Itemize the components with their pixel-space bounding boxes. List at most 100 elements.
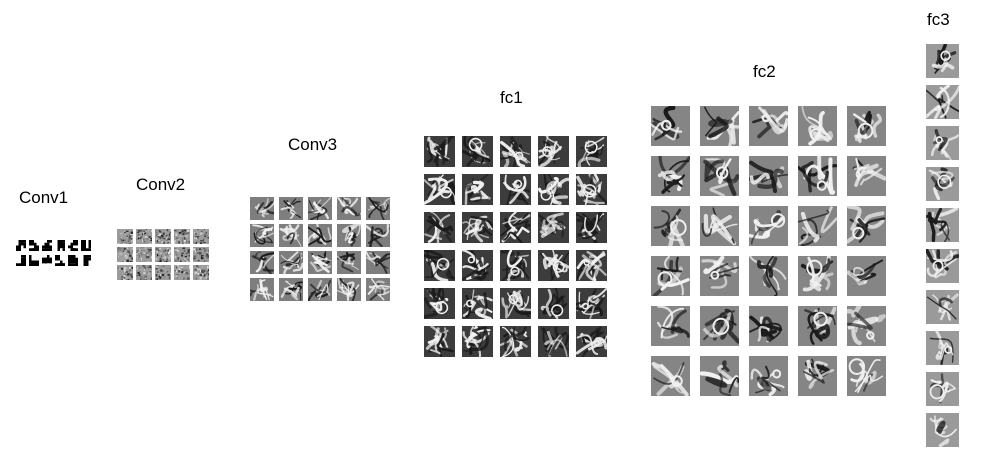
fc2-feature-tile	[749, 106, 788, 146]
fc3-feature-tile	[926, 372, 959, 406]
conv2-feature-tile	[174, 247, 190, 262]
conv1-feature-tile	[16, 255, 26, 266]
fc2-feature-tile	[700, 106, 739, 146]
conv3-feature-tile	[279, 197, 303, 220]
fc1-feature-tile	[424, 288, 455, 319]
conv2-feature-tile	[174, 229, 190, 244]
fc1-feature-tile	[462, 212, 493, 243]
conv1-feature-tile	[68, 255, 78, 266]
conv3-feature-tile	[308, 251, 332, 274]
fc1-feature-tile	[538, 136, 569, 167]
fc2-feature-tile	[700, 256, 739, 296]
conv2-feature-tile	[193, 247, 209, 262]
conv1-feature-tile	[68, 240, 78, 251]
fc1-feature-tile	[500, 250, 531, 281]
fc1-feature-tile	[576, 326, 607, 357]
fc2-feature-tile	[700, 156, 739, 196]
fc1-feature-tile	[576, 136, 607, 167]
conv3-feature-tile	[279, 224, 303, 247]
fc2-feature-tile	[651, 156, 690, 196]
fc3-feature-tile	[926, 331, 959, 365]
fc1-feature-tile	[576, 174, 607, 205]
conv3-feature-tile	[308, 278, 332, 301]
fc2-label: fc2	[753, 62, 776, 81]
conv3-feature-tile	[337, 197, 361, 220]
fc1-feature-tile	[462, 136, 493, 167]
conv3-feature-tile	[250, 224, 274, 247]
fc2-feature-tile	[798, 356, 837, 396]
conv1-feature-tile	[55, 255, 65, 266]
fc2-feature-tile	[847, 106, 886, 146]
fc1-feature-tile	[424, 136, 455, 167]
fc2-feature-tile	[700, 356, 739, 396]
conv3-feature-tile	[308, 224, 332, 247]
fc1-feature-tile	[538, 174, 569, 205]
fc1-feature-tile	[500, 174, 531, 205]
conv2-feature-tile	[193, 229, 209, 244]
fc3-feature-grid	[926, 44, 959, 447]
conv1-feature-tile	[16, 240, 26, 251]
fc2-feature-tile	[651, 306, 690, 346]
fc3-label: fc3	[927, 10, 950, 29]
fc1-feature-tile	[576, 288, 607, 319]
conv1-feature-tile	[55, 240, 65, 251]
conv3-feature-tile	[279, 278, 303, 301]
fc3-feature-tile	[926, 167, 959, 201]
fc1-feature-tile	[576, 250, 607, 281]
fc1-feature-tile	[500, 288, 531, 319]
fc2-feature-tile	[749, 206, 788, 246]
fc2-feature-tile	[798, 306, 837, 346]
conv3-label: Conv3	[288, 135, 338, 154]
conv3-feature-tile	[366, 278, 390, 301]
fc3-feature-tile	[926, 413, 959, 447]
fc1-feature-tile	[576, 212, 607, 243]
fc1-feature-tile	[538, 212, 569, 243]
conv1-feature-tile	[81, 240, 91, 251]
conv2-feature-tile	[155, 229, 171, 244]
fc2-feature-tile	[798, 156, 837, 196]
conv2-feature-tile	[155, 265, 171, 280]
fc1-feature-tile	[500, 136, 531, 167]
fc2-feature-grid	[651, 106, 886, 396]
fc1-feature-tile	[500, 212, 531, 243]
fc2-feature-tile	[651, 206, 690, 246]
conv1-feature-tile	[42, 240, 52, 251]
fc3-feature-tile	[926, 208, 959, 242]
fc2-feature-tile	[847, 156, 886, 196]
conv2-feature-tile	[174, 265, 190, 280]
fc2-feature-tile	[700, 306, 739, 346]
fc2-feature-tile	[700, 206, 739, 246]
fc1-feature-tile	[500, 326, 531, 357]
fc2-feature-tile	[847, 356, 886, 396]
fc2-feature-tile	[847, 256, 886, 296]
conv3-feature-tile	[337, 278, 361, 301]
conv2-feature-tile	[117, 265, 133, 280]
conv3-feature-grid	[250, 197, 390, 301]
fc1-feature-tile	[424, 174, 455, 205]
conv2-label: Conv2	[136, 175, 186, 194]
conv3-feature-tile	[337, 251, 361, 274]
conv3-feature-tile	[250, 278, 274, 301]
fc3-feature-tile	[926, 249, 959, 283]
conv1-feature-tile	[29, 255, 39, 266]
fc1-feature-tile	[462, 288, 493, 319]
fc1-feature-tile	[424, 212, 455, 243]
conv3-feature-tile	[279, 251, 303, 274]
conv3-feature-tile	[337, 224, 361, 247]
fc2-feature-tile	[651, 106, 690, 146]
fc2-feature-tile	[798, 256, 837, 296]
fc2-feature-tile	[749, 156, 788, 196]
fc2-feature-tile	[847, 206, 886, 246]
conv2-feature-tile	[193, 265, 209, 280]
conv1-label: Conv1	[19, 188, 69, 207]
conv2-feature-grid	[117, 229, 209, 280]
fc2-feature-tile	[798, 106, 837, 146]
fc1-feature-tile	[424, 326, 455, 357]
conv1-feature-tile	[29, 240, 39, 251]
conv2-feature-tile	[136, 247, 152, 262]
fc1-feature-tile	[538, 288, 569, 319]
conv2-feature-tile	[136, 265, 152, 280]
conv2-feature-tile	[136, 229, 152, 244]
fc2-feature-tile	[749, 306, 788, 346]
conv2-feature-tile	[117, 247, 133, 262]
